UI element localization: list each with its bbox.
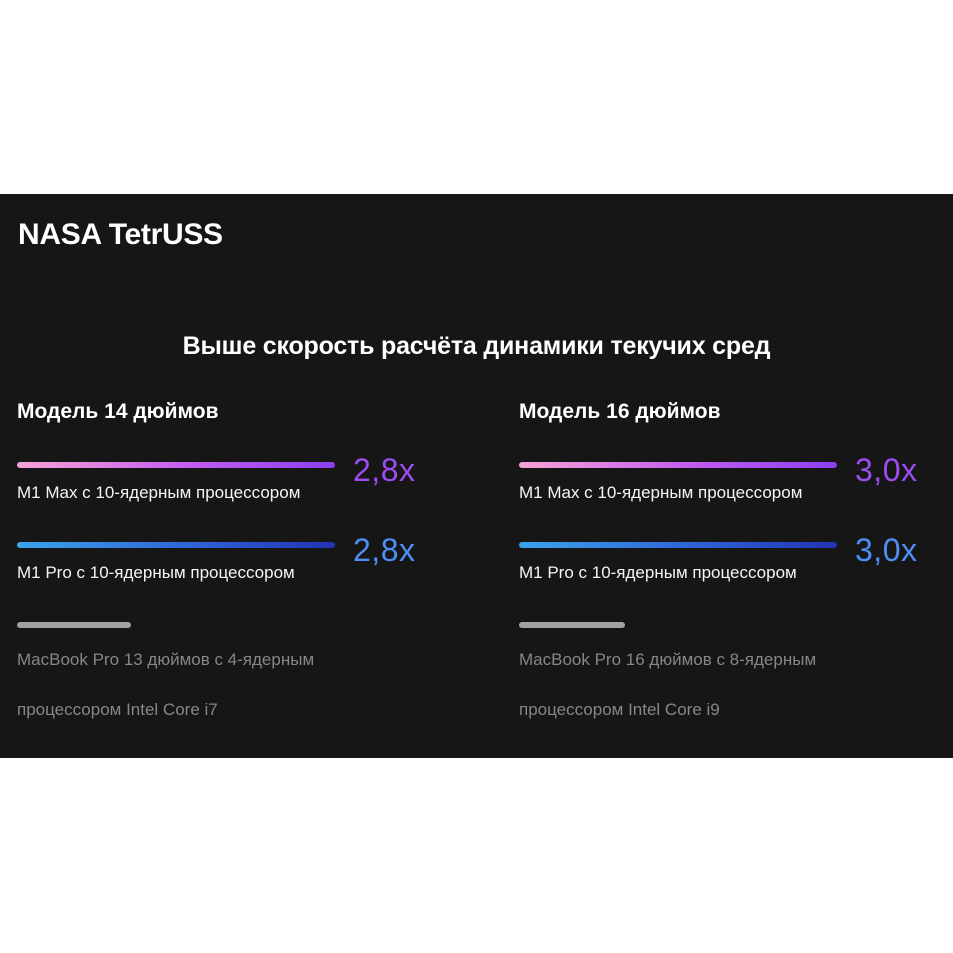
group-title: Модель 16 дюймов [519,400,721,423]
bar-track [519,622,837,628]
bar-track [519,542,837,548]
category-label: M1 Pro с 10-ядерным процессором [519,563,797,582]
bar [17,622,131,628]
category-label: MacBook Pro 16 дюймов с 8-ядерным процес… [519,650,817,719]
chart-panel: NASA TetrUSS Выше скорость расчёта динам… [0,194,953,758]
value-label: 2,8x [353,532,416,568]
bar-track [17,542,335,548]
category-label: MacBook Pro 13 дюймов с 4-ядерным процес… [17,650,315,719]
group-14-inch: Модель 14 дюймов 2,8x M1 Max с 10-ядерны… [17,400,447,730]
bar [519,542,837,548]
bar-track [17,462,335,468]
value-label: 2,8x [353,452,416,488]
app-title: NASA TetrUSS [18,218,223,251]
bar-track [519,462,837,468]
category-label: M1 Pro с 10-ядерным процессором [17,563,295,582]
chart-title: Выше скорость расчёта динамики текучих с… [182,332,771,360]
value-label: 3,0x [855,452,918,488]
bar [519,462,837,468]
bar [519,622,625,628]
category-label: M1 Max с 10-ядерным процессором [519,483,803,502]
group-title: Модель 14 дюймов [17,400,219,423]
group-16-inch: Модель 16 дюймов 3,0x M1 Max с 10-ядерны… [519,400,949,730]
value-label: 3,0x [855,532,918,568]
bar [17,542,335,548]
category-label: M1 Max с 10-ядерным процессором [17,483,301,502]
bar-track [17,622,335,628]
bar [17,462,335,468]
